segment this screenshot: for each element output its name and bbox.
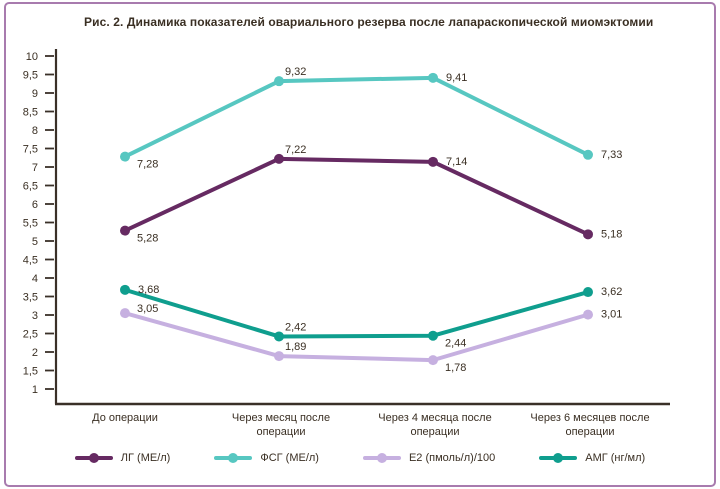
svg-text:8: 8 <box>32 125 38 137</box>
legend-label-fsg: ФСГ (МЕ/л) <box>260 452 319 464</box>
legend-label-e2: Е2 (пмоль/л)/100 <box>408 452 496 464</box>
point-label: 1,78 <box>445 362 466 374</box>
svg-text:5,5: 5,5 <box>23 218 38 230</box>
x-axis-label-4: Через 6 месяцев после операции <box>530 412 650 438</box>
x-axis-label-1: До операции <box>92 412 158 424</box>
svg-text:2,5: 2,5 <box>23 329 38 341</box>
e2-line-marker-icon <box>362 453 401 463</box>
chart-legend: ЛГ (МЕ/л) ФСГ (МЕ/л) Е2 (пмоль/л)/100 АМ… <box>0 452 720 464</box>
point-label: 7,14 <box>446 156 467 168</box>
point-label: 3,05 <box>137 303 158 315</box>
svg-text:9: 9 <box>32 88 38 100</box>
legend-item-fsg: ФСГ (МЕ/л) <box>214 452 319 464</box>
svg-text:1: 1 <box>32 384 38 396</box>
figure-title: Рис. 2. Динамика показателей овариальног… <box>84 15 654 29</box>
point-label: 2,42 <box>285 321 306 333</box>
legend-item-amg: АМГ (нг/мл) <box>539 452 645 464</box>
point-label: 7,33 <box>601 149 622 161</box>
svg-text:2: 2 <box>32 347 38 359</box>
series-3: 3,68 2,42 2,44 3,62 <box>120 284 622 350</box>
svg-text:8,5: 8,5 <box>23 107 38 119</box>
legend-item-lg: ЛГ (МЕ/л) <box>74 452 171 464</box>
svg-text:6: 6 <box>32 199 38 211</box>
lg-line-marker-icon <box>74 453 113 463</box>
point-label: 5,28 <box>137 233 158 245</box>
svg-text:4: 4 <box>32 273 38 285</box>
y-axis: 10 9,5 9 8,5 8 7,5 7 6,5 6 5,5 5 4,5 4 3,5 3 2,5 2 1,5 1 <box>23 49 670 406</box>
svg-text:10: 10 <box>26 51 38 63</box>
svg-text:7: 7 <box>32 162 38 174</box>
point-label: 9,32 <box>285 66 306 78</box>
svg-text:9,5: 9,5 <box>23 70 38 82</box>
series-2: 3,05 1,89 1,78 3,01 <box>120 303 622 374</box>
point-label: 7,28 <box>137 159 158 171</box>
point-label: 3,68 <box>138 284 159 296</box>
series-0: 5,28 7,22 7,14 5,18 <box>120 144 622 245</box>
svg-text:7,5: 7,5 <box>23 144 38 156</box>
point-label: 2,44 <box>445 338 466 350</box>
series-1: 7,28 9,32 9,41 7,33 <box>120 66 622 171</box>
svg-text:3,5: 3,5 <box>23 292 38 304</box>
svg-text:1,5: 1,5 <box>23 366 38 378</box>
legend-item-e2: Е2 (пмоль/л)/100 <box>362 452 496 464</box>
fsg-line-marker-icon <box>214 453 253 463</box>
point-label: 5,18 <box>601 228 622 240</box>
point-label: 3,01 <box>601 309 622 321</box>
x-axis-label-3: Через 4 месяца после операции <box>378 412 492 438</box>
point-label: 1,89 <box>285 341 306 353</box>
figure-frame <box>4 2 716 487</box>
svg-text:4,5: 4,5 <box>23 255 38 267</box>
x-axis-label-2: Через месяц после операции <box>231 412 331 438</box>
point-label: 9,41 <box>446 72 467 84</box>
legend-label-amg: АМГ (нг/мл) <box>585 452 646 464</box>
point-label: 3,62 <box>601 286 622 298</box>
svg-text:3: 3 <box>32 310 38 322</box>
amg-line-marker-icon <box>539 453 578 463</box>
legend-label-lg: ЛГ (МЕ/л) <box>120 452 171 464</box>
point-label: 7,22 <box>285 144 306 156</box>
svg-text:6,5: 6,5 <box>23 181 38 193</box>
svg-text:5: 5 <box>32 236 38 248</box>
